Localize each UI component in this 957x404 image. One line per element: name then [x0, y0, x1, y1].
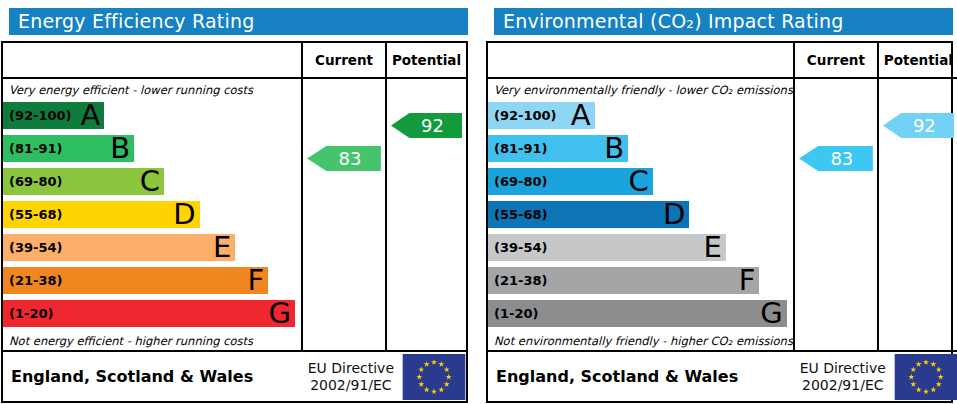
band-e: (39-54) E [488, 234, 726, 261]
potential-value-cell: 92 [387, 79, 466, 350]
band-letter: G [269, 300, 291, 327]
bottom-caption: Not energy efficient - higher running co… [3, 333, 301, 349]
band-b: (81-91) B [488, 135, 628, 162]
top-caption: Very energy efficient - lower running co… [3, 82, 301, 98]
potential-rating-arrow: 92 [391, 113, 462, 138]
potential-rating-value: 92 [421, 115, 444, 136]
band-letter: E [213, 234, 231, 261]
band-letter: B [110, 135, 130, 162]
band-range-label: (69-80) [9, 174, 62, 189]
top-caption: Very environmentally friendly - lower CO… [488, 82, 793, 98]
band-c: (69-80) C [3, 168, 164, 195]
band-e: (39-54) E [3, 234, 235, 261]
potential-column-header: Potential [879, 43, 957, 79]
current-rating-arrow: 83 [799, 146, 873, 171]
bottom-caption: Not environmentally friendly - higher CO… [488, 333, 793, 349]
band-range-label: (39-54) [9, 240, 62, 255]
eu-directive-label: EU Directive 2002/91/EC [800, 360, 886, 394]
band-g: (1-20) G [488, 300, 787, 327]
energy-rating-table: Current Potential Very energy efficient … [1, 41, 468, 403]
environmental-rating-scale: Very environmentally friendly - lower CO… [488, 79, 795, 350]
band-letter: E [703, 234, 721, 261]
band-f: (21-38) F [488, 267, 759, 294]
corner-cell [488, 43, 795, 79]
current-column-header: Current [795, 43, 879, 79]
eu-directive-label: EU Directive 2002/91/EC [308, 360, 394, 394]
potential-rating-arrow: 92 [883, 113, 954, 138]
band-letter: B [604, 135, 624, 162]
epc-rating-charts: Energy Efficiency Rating Current Potenti… [0, 0, 956, 403]
band-g: (1-20) G [3, 300, 295, 327]
footer: England, Scotland & Wales EU Directive 2… [488, 350, 957, 401]
band-range-label: (1-20) [494, 306, 538, 321]
band-range-label: (39-54) [494, 240, 547, 255]
band-range-label: (1-20) [9, 306, 53, 321]
band-letter: C [140, 168, 160, 195]
band-letter: A [80, 102, 100, 129]
band-a: (92-100) A [488, 102, 595, 129]
potential-column-header: Potential [387, 43, 466, 79]
band-range-label: (55-68) [494, 207, 547, 222]
band-range-label: (69-80) [494, 174, 547, 189]
band-d: (55-68) D [488, 201, 689, 228]
band-letter: F [739, 267, 756, 294]
energy-rating-scale: Very energy efficient - lower running co… [3, 79, 303, 350]
band-f: (21-38) F [3, 267, 268, 294]
environmental-rating-table: Current Potential Very environmentally f… [486, 41, 953, 403]
region-label: England, Scotland & Wales [496, 367, 800, 386]
energy-panel-title: Energy Efficiency Rating [9, 8, 468, 35]
current-rating-arrow: 83 [307, 146, 381, 171]
band-range-label: (92-100) [9, 108, 72, 123]
band-letter: G [760, 300, 782, 327]
band-range-label: (81-91) [494, 141, 547, 156]
band-range-label: (81-91) [9, 141, 62, 156]
band-b: (81-91) B [3, 135, 134, 162]
band-letter: C [628, 168, 648, 195]
band-a: (92-100) A [3, 102, 104, 129]
environmental-impact-panel: Environmental (CO₂) Impact Rating Curren… [486, 8, 953, 403]
current-column-header: Current [303, 43, 387, 79]
eu-flag-icon [402, 354, 466, 400]
band-d: (55-68) D [3, 201, 200, 228]
region-label: England, Scotland & Wales [11, 367, 308, 386]
potential-value-cell: 92 [879, 79, 957, 350]
corner-cell [3, 43, 303, 79]
current-rating-value: 83 [830, 148, 853, 169]
current-value-cell: 83 [303, 79, 387, 350]
band-letter: A [571, 102, 591, 129]
potential-rating-value: 92 [913, 115, 936, 136]
band-range-label: (92-100) [494, 108, 557, 123]
current-rating-value: 83 [339, 148, 362, 169]
current-value-cell: 83 [795, 79, 879, 350]
footer: England, Scotland & Wales EU Directive 2… [3, 350, 466, 401]
environmental-panel-title: Environmental (CO₂) Impact Rating [494, 8, 953, 35]
band-range-label: (21-38) [9, 273, 62, 288]
band-letter: F [248, 267, 265, 294]
band-range-label: (55-68) [9, 207, 62, 222]
eu-flag-icon [894, 354, 957, 400]
band-letter: D [663, 201, 685, 228]
energy-efficiency-panel: Energy Efficiency Rating Current Potenti… [1, 8, 468, 403]
band-c: (69-80) C [488, 168, 653, 195]
band-range-label: (21-38) [494, 273, 547, 288]
band-letter: D [173, 201, 195, 228]
